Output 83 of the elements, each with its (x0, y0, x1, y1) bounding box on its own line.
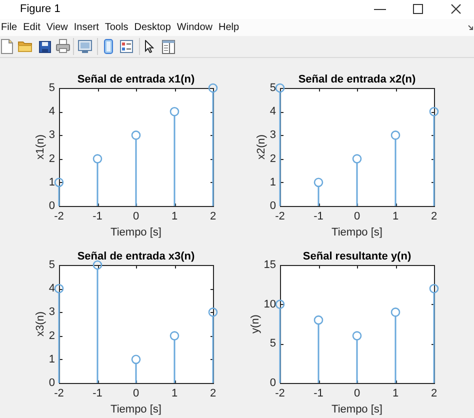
y-axis-title: x1(n) (34, 134, 47, 160)
point (429, 106, 439, 116)
y-tick-label: 5 (48, 82, 55, 94)
x-tick-label: -1 (314, 388, 324, 400)
y-tick-label: 2 (270, 152, 276, 165)
y-tick-label: 2 (48, 152, 55, 165)
y-tick-label: 3 (48, 129, 55, 142)
text: File (1, 22, 18, 34)
x-tick-label: 2 (430, 210, 438, 223)
y-axis-title: x3(n) (34, 311, 47, 337)
point (131, 130, 141, 140)
point (314, 178, 324, 188)
y-tick-label: 0 (270, 200, 276, 212)
x-tick-label: -2 (54, 210, 64, 223)
point (92, 154, 102, 164)
y-tick-label: 4 (48, 282, 55, 295)
point (170, 106, 180, 116)
y-tick-label: 4 (270, 106, 276, 118)
y-tick-label: 10 (264, 298, 276, 310)
y-tick-label: 0 (48, 200, 55, 212)
chart-title: Señal de entrada x1(n) (77, 73, 196, 86)
point (54, 284, 64, 294)
text: Edit (23, 22, 40, 34)
point (390, 130, 400, 140)
y-tick-label: 5 (270, 82, 276, 94)
y-tick-label: 4 (48, 106, 55, 118)
chart-title: Señal de entrada x2(n) (298, 73, 416, 86)
x-tick-label: -1 (92, 388, 102, 400)
y-tick-label: 5 (270, 338, 276, 350)
text: View (46, 22, 68, 34)
point (275, 300, 285, 309)
x-tick-label: 1 (392, 388, 399, 400)
x-axis-title: Tiempo [s] (110, 226, 162, 238)
x-tick-label: 0 (132, 210, 140, 223)
y-tick-label: 0 (270, 377, 276, 390)
point (170, 331, 180, 340)
y-axis-title: x2(n) (256, 134, 268, 160)
y-tick-label: 15 (264, 259, 276, 272)
x-tick-label: 0 (354, 210, 360, 223)
x-axis-title: Tiempo [s] (110, 403, 162, 416)
point (275, 83, 285, 93)
text: Desktop (134, 22, 171, 34)
point (352, 331, 362, 340)
x-tick-label: 0 (132, 388, 140, 400)
point (352, 154, 362, 164)
x-tick-label: -2 (275, 388, 285, 400)
point (54, 178, 64, 188)
x-tick-label: 0 (354, 388, 360, 400)
point (208, 83, 218, 93)
y-tick-label: 1 (48, 176, 55, 188)
y-tick-label: 1 (48, 353, 55, 366)
x-axis-title: Tiempo [s] (332, 403, 382, 416)
x-tick-label: 2 (210, 388, 216, 400)
x-tick-label: -1 (314, 210, 324, 223)
x-tick-label: 1 (171, 388, 178, 400)
point (314, 315, 324, 325)
y-tick-label: 2 (48, 330, 55, 342)
text: Tools (104, 22, 128, 34)
text: Insert (74, 22, 99, 34)
point (390, 308, 400, 317)
x-tick-label: 1 (392, 210, 399, 223)
y-tick-label: 0 (48, 377, 55, 390)
chart-title: Señal resultante y(n) (302, 250, 412, 262)
y-tick-label: 5 (48, 259, 55, 272)
y-tick-label: 3 (270, 129, 276, 142)
x-tick-label: -1 (92, 210, 102, 223)
y-tick-label: 1 (270, 176, 276, 188)
text: Help (218, 22, 240, 34)
point (429, 284, 439, 294)
text: Window (176, 22, 212, 34)
point (131, 354, 141, 364)
text: Figure 1 (20, 3, 60, 16)
x-tick-label: 2 (430, 388, 438, 400)
x-tick-label: -2 (275, 210, 285, 223)
x-axis-title: Tiempo [s] (332, 226, 382, 238)
y-axis-title: y(n) (250, 314, 262, 334)
x-tick-label: 2 (210, 210, 216, 223)
chart-title: Señal de entrada x3(n) (77, 250, 196, 262)
x-tick-label: 1 (171, 210, 178, 223)
point (208, 308, 218, 317)
y-tick-label: 3 (48, 306, 55, 318)
point (92, 260, 102, 270)
x-tick-label: -2 (54, 388, 64, 400)
